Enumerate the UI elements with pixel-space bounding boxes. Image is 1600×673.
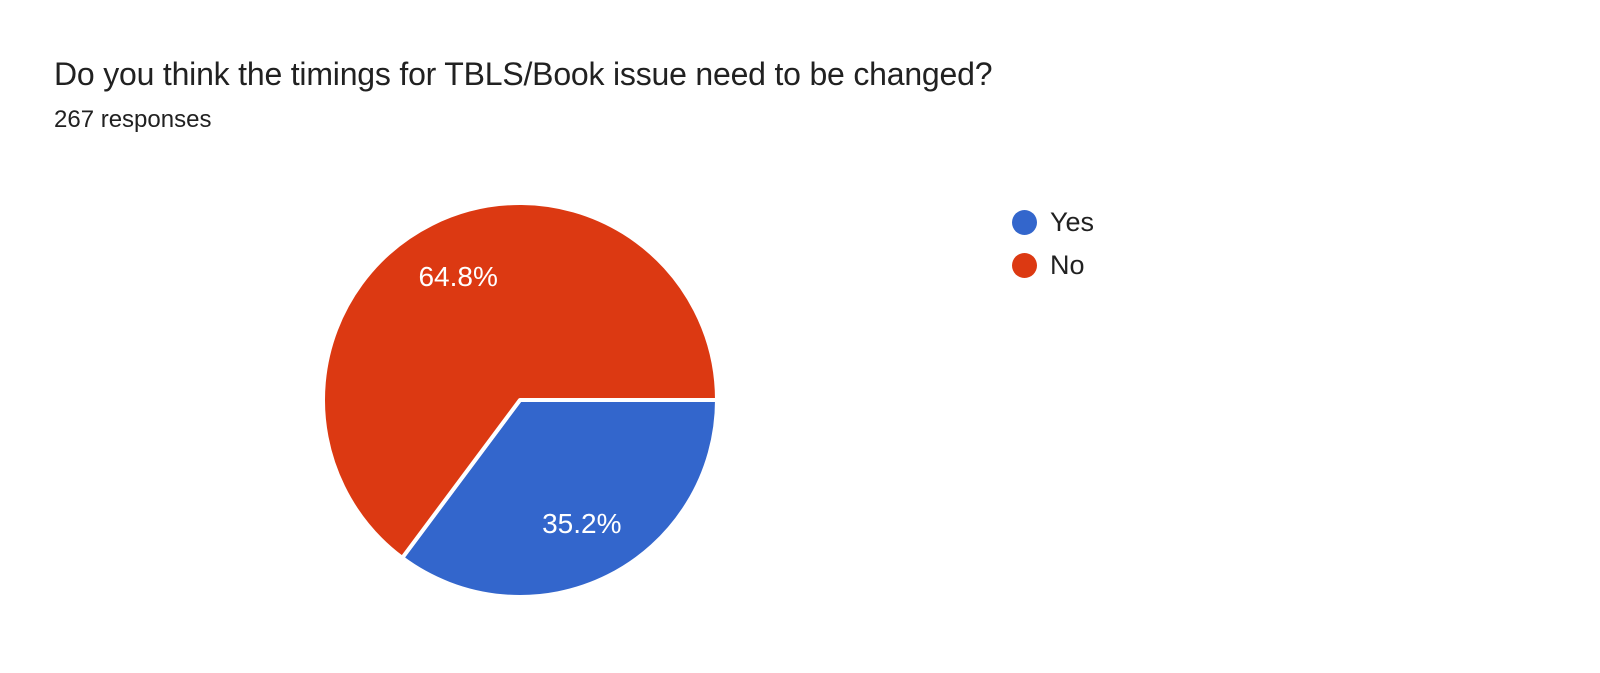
legend-swatch-yes	[1012, 210, 1037, 235]
legend-swatch-no	[1012, 253, 1037, 278]
question-title: Do you think the timings for TBLS/Book i…	[54, 56, 993, 92]
legend-item-no[interactable]: No	[1012, 250, 1094, 281]
pie-slice-yes[interactable]	[400, 398, 719, 600]
response-count: 267 responses	[54, 106, 212, 133]
chart-legend: Yes No	[1012, 207, 1094, 293]
pie-slice-no[interactable]	[321, 201, 719, 560]
slice-label-no: 64.8%	[418, 261, 497, 292]
pie-chart: 35.2% 64.8%	[321, 201, 719, 600]
slice-label-yes: 35.2%	[542, 508, 621, 539]
legend-label-no: No	[1050, 250, 1085, 280]
legend-item-yes[interactable]: Yes	[1012, 207, 1094, 238]
legend-label-yes: Yes	[1050, 207, 1095, 237]
